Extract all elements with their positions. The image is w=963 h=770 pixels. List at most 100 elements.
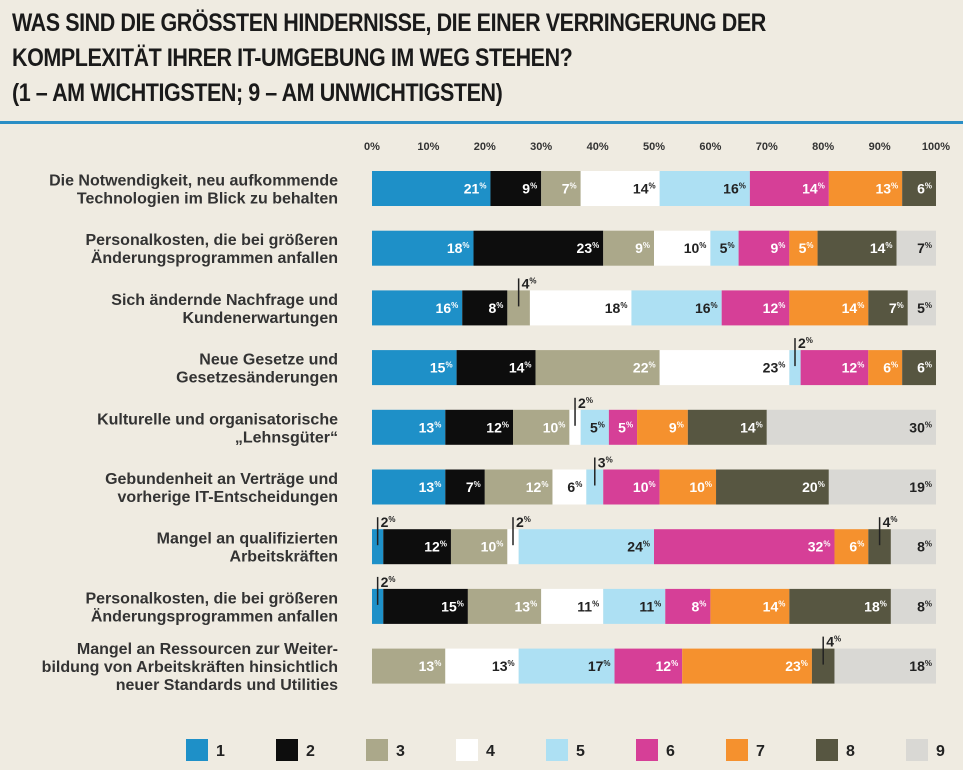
category-label: Mangel an Ressourcen zur Weiter-: [77, 641, 338, 658]
legend-label: 2: [306, 743, 315, 760]
category-label: Mangel an qualifizierten: [157, 531, 338, 548]
category-label: neuer Standards und Utilities: [116, 677, 338, 694]
bar-segment: [659, 469, 717, 505]
x-tick-label: 80%: [812, 141, 834, 153]
legend-swatch: [816, 739, 838, 761]
legend-label: 5: [576, 743, 585, 760]
bar-segment: [710, 588, 790, 624]
x-tick-label: 60%: [699, 141, 721, 153]
data-label: 2%: [578, 395, 593, 411]
category-label: Sich ändernde Nachfrage und: [111, 292, 338, 309]
data-label: 2%: [381, 574, 396, 590]
title-line-2: KOMPLEXITÄT IHRER IT-UMGEBUNG IM WEG STE…: [12, 44, 573, 72]
category-label: Die Notwendigkeit, neu aufkommende: [49, 173, 338, 190]
bar-segment: [789, 290, 869, 326]
bar-segment: [890, 588, 936, 624]
category-label: Personalkosten, die bei größeren: [85, 232, 338, 249]
bar-segment: [484, 469, 553, 505]
bar-segment: [518, 529, 654, 565]
legend-swatch: [906, 739, 928, 761]
category-label: Kundenerwartungen: [182, 310, 338, 327]
bar-segment: [603, 588, 666, 624]
bar-segment: [631, 290, 722, 326]
category-label: Personalkosten, die bei größeren: [85, 590, 338, 607]
bar-segment: [467, 588, 542, 624]
bar-segment: [654, 529, 835, 565]
bar-segment: [654, 230, 711, 266]
legend-swatch: [366, 739, 388, 761]
bar-segment: [682, 648, 812, 684]
bar-segment: [372, 350, 457, 386]
bar-segment: [372, 290, 463, 326]
data-label: 4%: [883, 514, 898, 530]
x-tick-label: 100%: [922, 141, 950, 153]
bar-segment: [896, 230, 936, 266]
bar-segment: [445, 409, 513, 445]
legend-label: 4: [486, 743, 495, 760]
chart-title: WAS SIND DIE GRÖSSTEN HINDERNISSE, DIE E…: [12, 6, 766, 111]
bar-segment: [383, 529, 451, 565]
x-tick-label: 40%: [587, 141, 609, 153]
data-label: 2%: [381, 514, 396, 530]
bar-segment: [507, 290, 530, 326]
data-label: 2%: [516, 514, 531, 530]
bar-segment: [372, 409, 446, 445]
legend-label: 8: [846, 743, 855, 760]
bar-segment: [608, 409, 638, 445]
bar-segment: [868, 290, 908, 326]
category-label: Gesetzesänderungen: [176, 370, 338, 387]
bar-segment: [817, 230, 897, 266]
category-label: Arbeitskräften: [230, 549, 338, 566]
legend-swatch: [456, 739, 478, 761]
bar-segment: [603, 469, 660, 505]
category-label: Technologien im Blick zu behalten: [77, 191, 338, 208]
bar-segment: [614, 648, 683, 684]
bar-segment: [372, 588, 384, 624]
x-tick-label: 20%: [474, 141, 496, 153]
legend-label: 9: [936, 743, 945, 760]
bar-segment: [580, 171, 660, 206]
title-line-1: WAS SIND DIE GRÖSSTEN HINDERNISSE, DIE E…: [12, 9, 766, 37]
x-tick-label: 0%: [364, 141, 380, 153]
legend-label: 1: [216, 743, 225, 760]
bar-segment: [687, 409, 767, 445]
bar-segment: [383, 588, 468, 624]
bar-segment: [372, 648, 446, 684]
title-line-3: (1 – AM WICHTIGSTEN; 9 – AM UNWICHTIGSTE…: [12, 79, 503, 107]
bar-segment: [637, 409, 688, 445]
bar-segment: [490, 171, 542, 206]
bar-segment: [811, 648, 835, 684]
category-label: Neue Gesetze und: [199, 352, 338, 369]
bar-segment: [721, 290, 790, 326]
legend-swatch: [186, 739, 208, 761]
legend-label: 6: [666, 743, 675, 760]
bar-segment: [834, 648, 936, 684]
bar-segment: [462, 290, 508, 326]
x-tick-label: 90%: [869, 141, 891, 153]
bar-segment: [603, 230, 654, 266]
bar-segment: [529, 290, 632, 326]
legend-swatch: [276, 739, 298, 761]
bar-segment: [541, 171, 581, 206]
bar-segment: [518, 648, 615, 684]
bar-segment: [834, 529, 869, 565]
bar-segment: [372, 171, 491, 206]
x-tick-label: 30%: [530, 141, 552, 153]
bar-segment: [580, 409, 609, 445]
legend-label: 3: [396, 743, 405, 760]
bar-segment: [890, 529, 936, 565]
bar-segment: [828, 171, 903, 206]
legend-swatch: [546, 739, 568, 761]
category-label: bildung von Arbeitskräften hinsichtlich: [42, 659, 338, 676]
bar-segment: [445, 469, 485, 505]
bar-segment: [789, 230, 818, 266]
bar-segment: [665, 588, 711, 624]
bar-segment: [789, 588, 891, 624]
bar-segment: [659, 171, 750, 206]
data-label: 2%: [798, 335, 813, 351]
bar-segment: [456, 350, 536, 386]
bar-segment: [902, 350, 936, 386]
category-label: „Lehnsgüter“: [235, 429, 338, 446]
bar-segment: [513, 409, 570, 445]
